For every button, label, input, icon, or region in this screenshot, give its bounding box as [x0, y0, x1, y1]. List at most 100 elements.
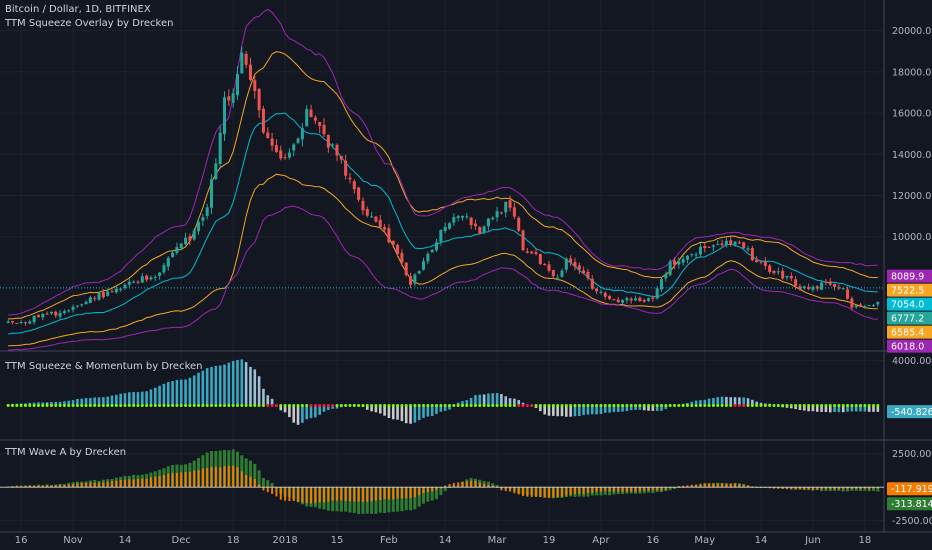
momentum-bar [733, 397, 737, 406]
momentum-bar [292, 405, 296, 423]
squeeze-dot [326, 404, 330, 408]
wave-orange-bar [210, 466, 213, 488]
wave-orange-bar [184, 472, 187, 488]
momentum-bar [201, 370, 205, 406]
price-tag-box [887, 283, 932, 297]
squeeze-dot [733, 404, 737, 408]
wave-pane[interactable] [0, 449, 884, 515]
squeeze-dot [651, 404, 655, 408]
squeeze-dot [19, 404, 23, 408]
squeeze-dot [62, 404, 66, 408]
wave-orange-bar [111, 481, 114, 488]
x-tick-label: Jun [804, 535, 821, 546]
squeeze-dot [75, 404, 79, 408]
candle-body [564, 258, 568, 270]
candle-body [685, 255, 689, 260]
wave-orange-bar [59, 484, 62, 488]
x-tick-label: Nov [63, 535, 83, 546]
squeeze-dot [768, 404, 772, 408]
candle-body [798, 286, 802, 289]
wave-orange-bar [327, 487, 330, 502]
price-tag-label: 6777.2 [891, 314, 924, 325]
candle-body [521, 230, 525, 251]
x-tick-label: 18 [858, 535, 871, 546]
candle-body [690, 254, 694, 256]
squeeze-dot [132, 404, 136, 408]
wave-orange-bar [275, 487, 278, 497]
candle-body [603, 292, 607, 297]
squeeze-dot [759, 404, 763, 408]
squeeze-dot [283, 404, 287, 408]
wave-orange-bar [868, 487, 871, 490]
squeeze-dot [88, 404, 92, 408]
squeeze-dot [413, 404, 417, 408]
squeeze-dot [223, 404, 226, 408]
squeeze-dot [274, 404, 278, 408]
candle-body [530, 251, 534, 254]
squeeze-dot [495, 404, 499, 408]
squeeze-dot [694, 404, 698, 408]
wave-orange-bar [362, 487, 364, 502]
squeeze-dot [374, 404, 378, 408]
squeeze-dot [257, 404, 261, 408]
squeeze-dot [227, 404, 231, 408]
wave-orange-bar [219, 467, 222, 488]
axes[interactable]: 16 Nov 14 Dec 18 2018 15 Feb 14 Mar 19 Apr 16 May 14 Ju… [15, 26, 932, 546]
momentum-bar [175, 379, 179, 406]
momentum-pane[interactable] [6, 359, 880, 425]
wave-orange-bar [872, 487, 875, 489]
momentum-bar [712, 398, 715, 406]
squeeze-dot [491, 404, 495, 408]
momentum-y-tick-label: 4000.0000 [892, 356, 932, 367]
momentum-bar [305, 405, 309, 420]
candle-body [123, 284, 127, 288]
momentum-bar [257, 376, 261, 406]
wave-green-bar [434, 487, 439, 500]
momentum-bar [430, 405, 434, 417]
squeeze-dot [690, 404, 694, 408]
wave-orange-bar [811, 487, 814, 490]
price-y-tick-label: 12000.0 [892, 191, 931, 202]
squeeze-dot [664, 404, 668, 408]
wave-green-bar [750, 486, 754, 488]
candle-body [179, 243, 183, 249]
squeeze-dot [123, 404, 127, 408]
momentum-bar [413, 405, 417, 423]
pane-separators[interactable] [0, 0, 932, 533]
wave-green-bar [846, 487, 850, 492]
squeeze-dot [685, 404, 689, 408]
wave-orange-bar [405, 487, 408, 499]
momentum-bar [50, 401, 53, 406]
candle-body [491, 217, 495, 220]
x-tick-label: 2018 [272, 535, 297, 546]
candle-body [417, 271, 421, 274]
wave-orange-bar [128, 479, 131, 488]
wave-orange-bar [721, 483, 724, 488]
candle-body [188, 236, 192, 241]
wave-orange-bar [708, 483, 711, 488]
momentum-bar [448, 405, 451, 410]
candle-body [763, 261, 767, 266]
wave-orange-bar [548, 487, 551, 498]
squeeze-dot [10, 404, 14, 408]
candle-body [460, 215, 464, 218]
wave-orange-bar [660, 487, 663, 491]
momentum-bar [318, 405, 321, 415]
squeeze-dot [716, 404, 720, 408]
wave-green-bar [867, 487, 871, 492]
wave-orange-bar [491, 485, 494, 488]
momentum-bar [153, 387, 157, 406]
x-tick-label: Apr [592, 535, 610, 546]
wave-orange-bar [201, 468, 204, 488]
candle-body [201, 217, 205, 221]
momentum-bar [508, 398, 512, 406]
momentum-bar [314, 405, 317, 418]
candle-body [136, 281, 140, 283]
candle-body [664, 274, 668, 279]
wave-orange-bar [842, 487, 845, 490]
price-pane[interactable] [0, 8, 884, 351]
wave-green-bar [409, 487, 413, 511]
candle-body [724, 240, 728, 246]
squeeze-dot [205, 404, 209, 408]
